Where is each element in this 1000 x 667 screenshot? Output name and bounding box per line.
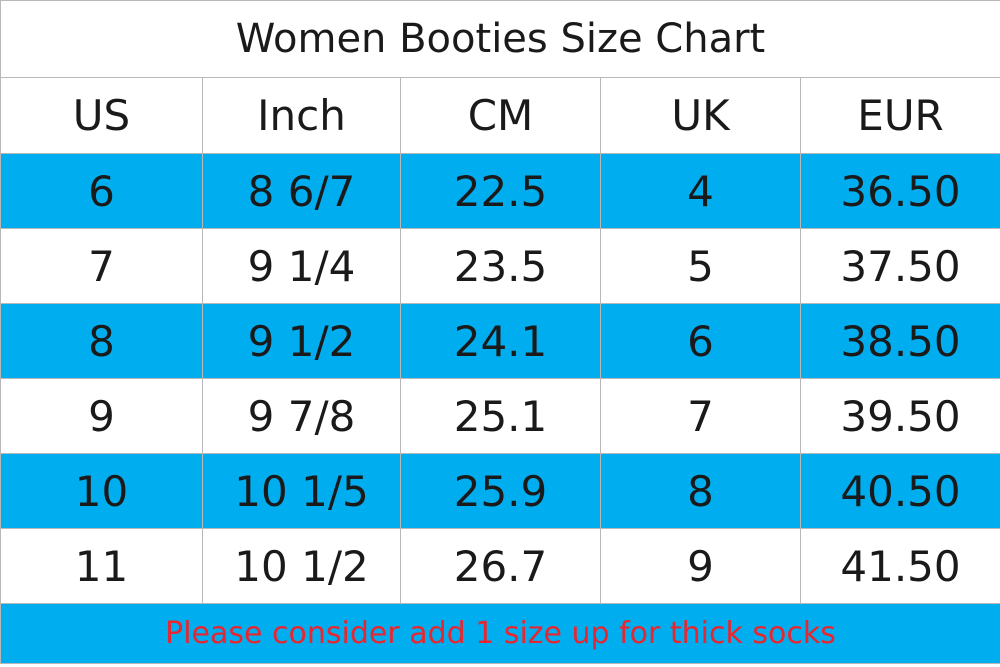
- data-row: 10 10 1/5 25.9 8 40.50: [0, 453, 1000, 529]
- cell: 37.50: [799, 228, 1000, 304]
- cell: 38.50: [799, 303, 1000, 379]
- cell: 6: [600, 303, 801, 379]
- cell: 9 1/4: [202, 228, 401, 304]
- cell: 9: [600, 528, 801, 604]
- cell: 9: [0, 378, 203, 454]
- cell: 10: [0, 453, 203, 529]
- column-header: EUR: [799, 77, 1000, 154]
- column-header: UK: [600, 77, 801, 154]
- column-header: US: [0, 77, 203, 154]
- cell: 9 1/2: [202, 303, 401, 379]
- cell: 23.5: [400, 228, 601, 304]
- cell: 9 7/8: [202, 378, 401, 454]
- cell: 8: [600, 453, 801, 529]
- title-row: Women Booties Size Chart: [0, 0, 1000, 78]
- cell: 25.1: [400, 378, 601, 454]
- cell: 8 6/7: [202, 153, 401, 229]
- chart-title: Women Booties Size Chart: [0, 0, 1000, 78]
- cell: 40.50: [799, 453, 1000, 529]
- column-header: Inch: [202, 77, 401, 154]
- cell: 6: [0, 153, 203, 229]
- footer-note: Please consider add 1 size up for thick …: [0, 603, 1000, 664]
- cell: 22.5: [400, 153, 601, 229]
- data-row: 11 10 1/2 26.7 9 41.50: [0, 528, 1000, 604]
- cell: 11: [0, 528, 203, 604]
- cell: 25.9: [400, 453, 601, 529]
- cell: 39.50: [799, 378, 1000, 454]
- column-header: CM: [400, 77, 601, 154]
- cell: 26.7: [400, 528, 601, 604]
- cell: 7: [0, 228, 203, 304]
- cell: 4: [600, 153, 801, 229]
- footer-row: Please consider add 1 size up for thick …: [0, 603, 1000, 664]
- cell: 41.50: [799, 528, 1000, 604]
- header-row: US Inch CM UK EUR: [0, 77, 1000, 154]
- cell: 5: [600, 228, 801, 304]
- cell: 10 1/5: [202, 453, 401, 529]
- cell: 10 1/2: [202, 528, 401, 604]
- cell: 8: [0, 303, 203, 379]
- cell: 24.1: [400, 303, 601, 379]
- cell: 7: [600, 378, 801, 454]
- cell: 36.50: [799, 153, 1000, 229]
